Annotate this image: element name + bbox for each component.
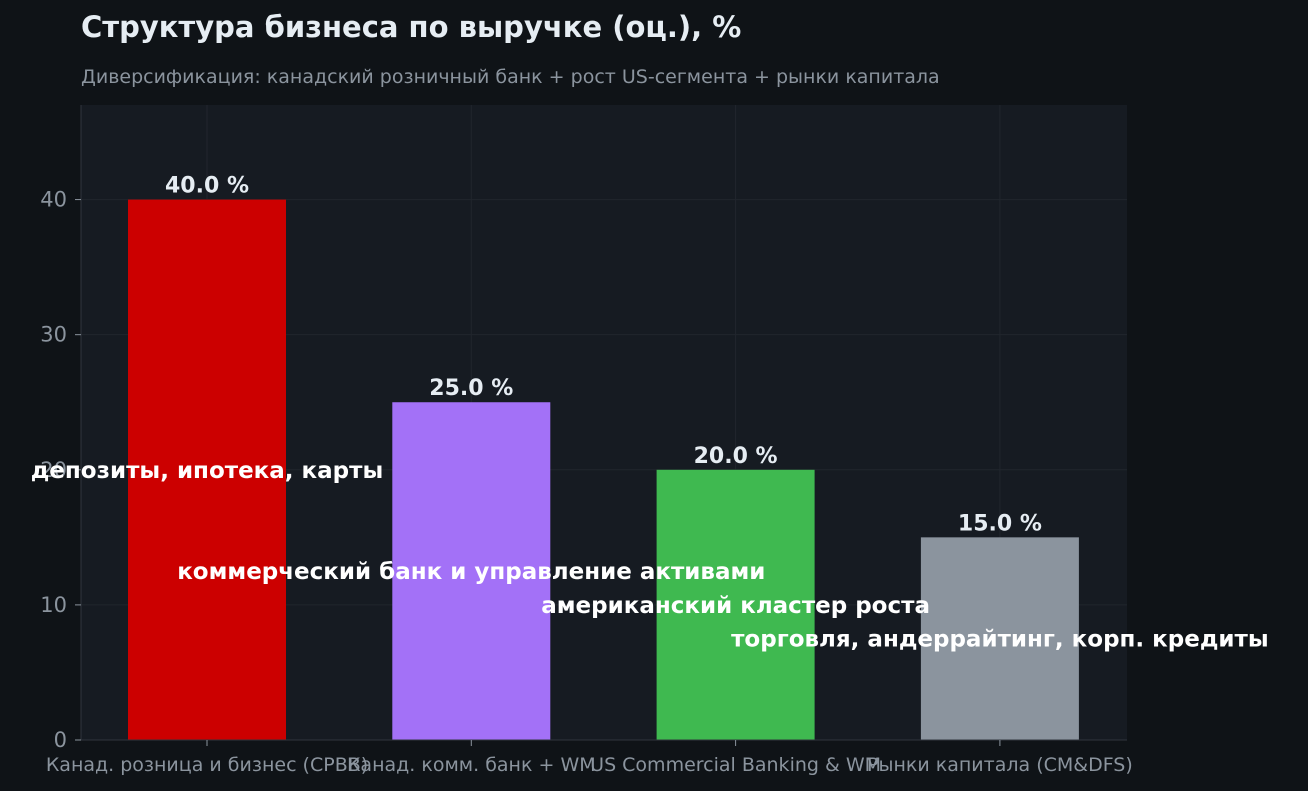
x-tick-label: Канад. розница и бизнес (CPBB) <box>46 754 368 776</box>
value-label: 25.0 % <box>429 376 513 401</box>
bar-annotation: торговля, андеррайтинг, корп. кредиты <box>731 627 1269 653</box>
bar-annotation: американский кластер роста <box>541 593 930 619</box>
y-tick-label: 30 <box>40 323 67 347</box>
x-tick-label: Рынки капитала (CM&DFS) <box>867 754 1133 776</box>
value-label: 15.0 % <box>958 511 1042 536</box>
bar <box>392 402 551 740</box>
value-label: 20.0 % <box>694 444 778 469</box>
y-tick-label: 40 <box>40 188 67 212</box>
bar-annotation: депозиты, ипотека, карты <box>31 458 384 484</box>
chart-subtitle: Диверсификация: канадский розничный банк… <box>81 66 940 88</box>
bar <box>656 469 815 740</box>
y-tick-label: 20 <box>40 458 67 482</box>
value-label: 40.0 % <box>165 174 249 199</box>
chart-title: Структура бизнеса по выручке (оц.), % <box>81 10 742 44</box>
bar <box>920 537 1079 740</box>
x-tick-label: US Commercial Banking & WM <box>590 754 881 776</box>
y-tick-label: 10 <box>40 593 67 617</box>
bar-annotation: коммерческий банк и управление активами <box>177 559 765 585</box>
x-tick-label: Канад. комм. банк + WM <box>347 754 596 776</box>
y-tick-label: 0 <box>54 728 67 752</box>
bar <box>128 199 286 740</box>
